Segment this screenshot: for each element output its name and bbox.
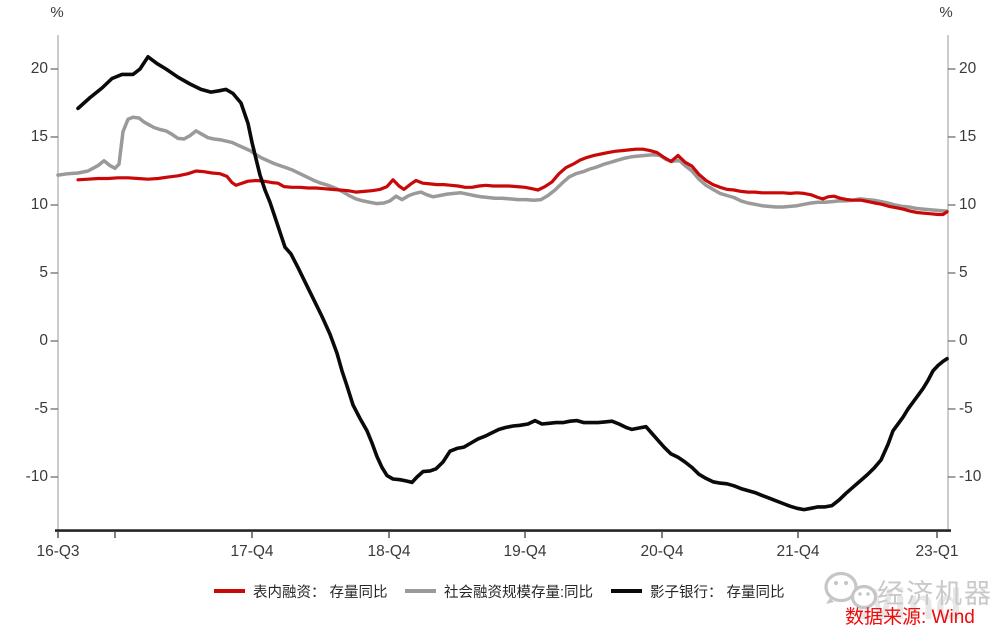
y-axis-tick-label: -5 — [34, 400, 48, 417]
legend-item-biaonei-rongzi: 表内融资： 存量同比 — [214, 580, 388, 602]
series-line-shadow-banking — [76, 54, 949, 512]
y-axis-tick-label: 20 — [959, 60, 977, 77]
x-axis-tick-label: 19-Q4 — [503, 543, 547, 560]
y-axis-tick-label: 20 — [30, 60, 48, 77]
data-source-note: 数据来源: Wind — [845, 607, 975, 628]
y-axis-tick-label: 5 — [959, 264, 968, 281]
legend-label: 表内融资： 存量同比 — [253, 584, 388, 601]
legend-item-yingzi-yinhang: 影子银行： 存量同比 — [611, 580, 785, 602]
legend-swatch-black-line — [611, 589, 642, 593]
right-axis-unit-label: % — [939, 4, 953, 21]
x-axis-tick-label: 18-Q4 — [367, 543, 411, 560]
legend-label: 社会融资规模存量:同比 — [444, 584, 594, 601]
axis-ticks — [50, 68, 956, 538]
y-axis-tick-label: 15 — [959, 128, 977, 145]
y-axis-tick-label: 0 — [959, 332, 968, 349]
y-axis-tick-label: 5 — [39, 264, 48, 281]
legend-swatch-gray-line — [405, 589, 436, 593]
y-axis-tick-label: 0 — [39, 332, 48, 349]
legend-label: 影子银行： 存量同比 — [650, 584, 785, 601]
x-axis-tick-label: 17-Q4 — [230, 543, 274, 560]
x-axis-tick-label: 20-Q4 — [640, 543, 684, 560]
x-axis-tick-label: 23-Q1 — [915, 543, 959, 560]
left-axis-unit-label: % — [50, 4, 64, 21]
y-axis-tick-label: -10 — [25, 468, 48, 485]
y-axis-tick-label: 10 — [959, 196, 977, 213]
series-lines — [56, 54, 949, 512]
brand-account-name: 经济机器 — [877, 579, 993, 609]
series-line-total-social-financing — [56, 115, 949, 213]
y-axis-tick-label: 15 — [30, 128, 48, 145]
x-axis-tick-label: 16-Q3 — [36, 543, 80, 560]
x-axis-tick-label: 21-Q4 — [776, 543, 820, 560]
series-line-on-balance-financing — [76, 147, 949, 217]
legend-item-shehui-rongzi: 社会融资规模存量:同比 — [405, 580, 593, 602]
legend-swatch-red-line — [214, 589, 245, 593]
y-axis-tick-label: -10 — [959, 468, 982, 485]
y-axis-tick-label: -5 — [959, 400, 973, 417]
y-axis-tick-label: 10 — [30, 196, 48, 213]
wechat-icon — [824, 571, 878, 610]
